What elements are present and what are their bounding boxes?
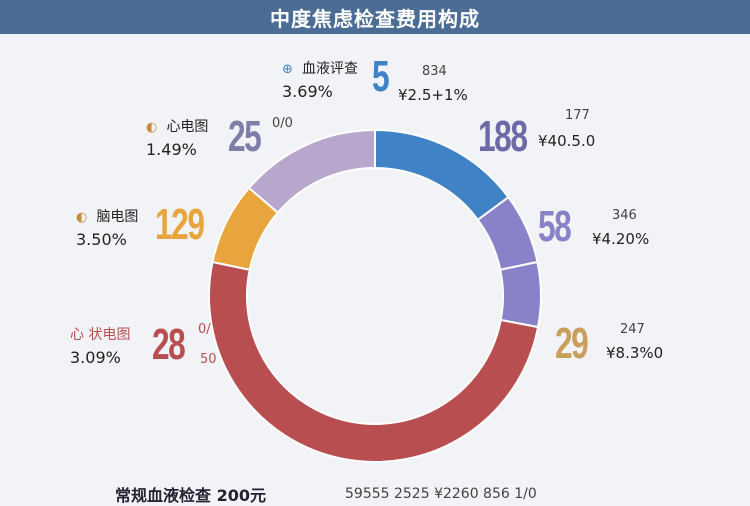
chart-title: 中度焦虑检查费用构成 bbox=[0, 0, 750, 34]
meta-r3-1: 247 bbox=[620, 322, 645, 337]
donut-slice-6 bbox=[247, 128, 376, 215]
label-blood: ⊕ 血液评查 3.69% bbox=[282, 58, 358, 101]
label-ecg-name: 心电图 bbox=[166, 119, 209, 135]
label-ecg: ◐ 心电图 1.49% bbox=[146, 116, 208, 159]
donut-slice-2 bbox=[499, 260, 542, 329]
label-thyroid: 心 状电图 3.09% bbox=[70, 324, 130, 367]
footer-nums: 59555 2525 ¥2260 856 1/0 bbox=[345, 486, 537, 502]
big-num-ecg: 25 bbox=[228, 112, 262, 161]
label-ecg-pct: 1.49% bbox=[146, 140, 197, 159]
meta-r2-2: ¥4.20% bbox=[592, 230, 650, 248]
meta-thyroid-1: 0/ bbox=[198, 322, 211, 337]
meta-r1-1: 177 bbox=[565, 108, 590, 123]
donut-svg bbox=[208, 128, 542, 463]
big-num-blood: 5 bbox=[372, 52, 390, 101]
meta-ecg-1: 0/0 bbox=[272, 116, 293, 131]
meta-blood-2: ¥2.5+1% bbox=[398, 86, 468, 104]
half-circle-icon: ◐ bbox=[146, 120, 158, 135]
big-num-r1: 188 bbox=[478, 112, 528, 161]
meta-thyroid-2: 50 bbox=[200, 352, 217, 367]
meta-blood-1: 834 bbox=[422, 64, 447, 79]
big-num-r3: 29 bbox=[555, 319, 589, 368]
label-thyroid-pct: 3.09% bbox=[70, 348, 121, 367]
meta-r3-2: ¥8.3%0 bbox=[606, 344, 664, 362]
meta-r1-2: ¥40.5.0 bbox=[538, 132, 596, 150]
big-num-eeg: 129 bbox=[155, 200, 205, 249]
label-eeg-pct: 3.50% bbox=[76, 230, 127, 249]
meta-r2-1: 346 bbox=[612, 208, 637, 223]
label-thyroid-name: 心 状电图 bbox=[70, 327, 131, 343]
donut-chart: ⊕ 血液评查 3.69% 5 834 ¥2.5+1% ◐ 心电图 1.49% 2… bbox=[0, 34, 750, 505]
label-blood-name: 血液评查 bbox=[302, 61, 358, 77]
label-eeg: ◐ 脑电图 3.50% bbox=[76, 206, 138, 249]
plus-circle-icon: ⊕ bbox=[282, 62, 293, 77]
big-num-thyroid: 28 bbox=[152, 320, 186, 369]
label-eeg-name: 脑电图 bbox=[96, 209, 139, 225]
label-blood-pct: 3.69% bbox=[282, 82, 333, 101]
big-num-r2: 58 bbox=[538, 202, 572, 251]
half-circle-icon: ◐ bbox=[76, 210, 88, 225]
donut-slice-3 bbox=[208, 260, 540, 463]
